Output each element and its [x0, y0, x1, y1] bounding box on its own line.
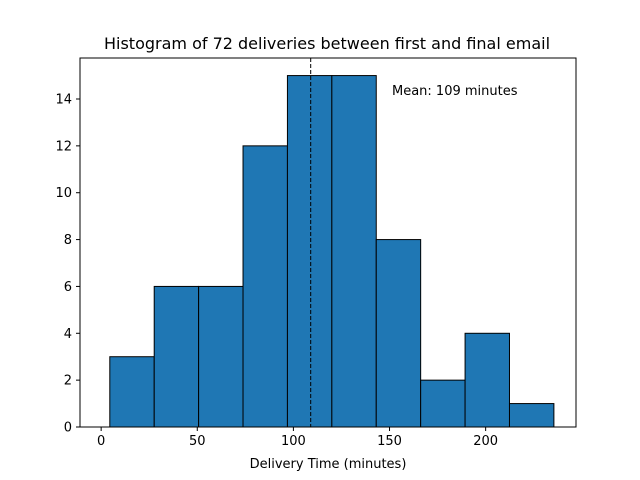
x-tick-label: 0 [97, 434, 105, 449]
x-ticks-layer: 0 50 100 150 200 [97, 427, 498, 449]
histogram-bar [420, 379, 466, 428]
histogram-bar [331, 75, 377, 428]
histogram-bar [508, 403, 555, 428]
x-tick-label: 50 [189, 434, 206, 449]
y-tick-label: 0 [64, 421, 72, 436]
histogram-bar [286, 75, 333, 428]
histogram-bar [464, 332, 510, 428]
plot-area-frame [79, 57, 577, 428]
histogram-bar [153, 285, 200, 428]
y-tick-label: 6 [64, 280, 72, 295]
y-tick-label: 14 [55, 93, 72, 108]
x-tick-label: 100 [281, 434, 306, 449]
annotation-mean: Mean: 109 minutes [392, 84, 518, 99]
y-tick-label: 12 [55, 139, 72, 154]
histogram-bar [109, 356, 155, 428]
x-tick-label: 150 [377, 434, 402, 449]
y-tick-label: 2 [64, 374, 72, 389]
x-tick-label: 200 [473, 434, 498, 449]
histogram-bar [375, 239, 422, 428]
x-axis-label: Delivery Time (minutes) [250, 457, 407, 472]
y-tick-label: 10 [55, 186, 72, 201]
histogram-bar [242, 145, 288, 428]
bars-layer [109, 75, 555, 428]
y-tick-label: 8 [64, 233, 72, 248]
chart-title: Histogram of 72 deliveries between first… [104, 34, 550, 53]
histogram-bar [198, 285, 244, 428]
y-tick-label: 4 [64, 327, 72, 342]
y-ticks-layer: 0 2 4 6 8 10 12 14 [55, 93, 80, 436]
